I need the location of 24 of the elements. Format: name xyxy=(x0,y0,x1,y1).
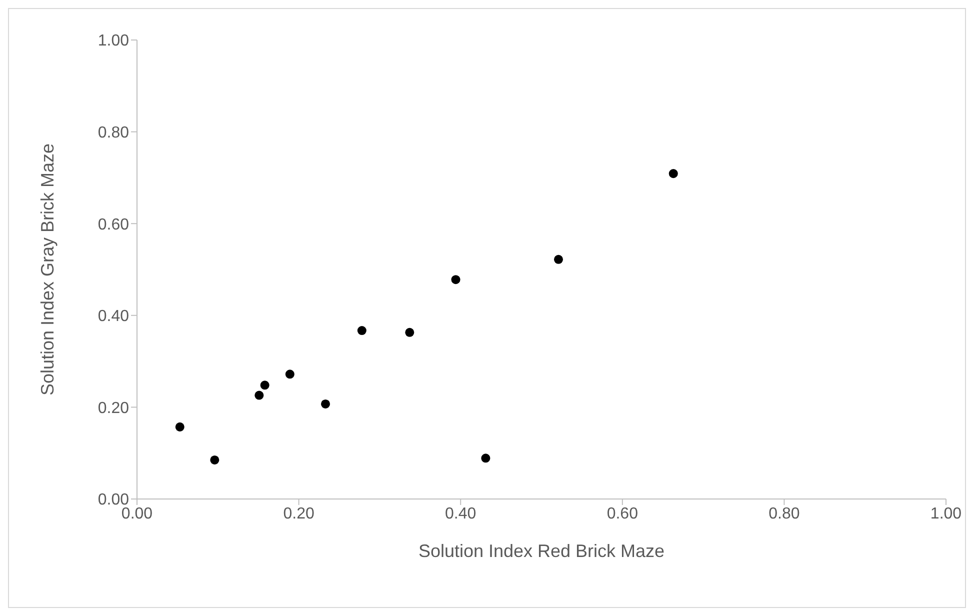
point xyxy=(285,370,294,379)
x-tick-label: 0.80 xyxy=(768,505,800,522)
y-axis-title: Solution Index Gray Brick Maze xyxy=(37,143,58,396)
point xyxy=(668,169,678,178)
point xyxy=(254,390,264,400)
y-tick-label: 0.40 xyxy=(98,308,130,326)
point xyxy=(260,380,270,390)
y-tick-label: 0.20 xyxy=(98,400,130,417)
point xyxy=(451,275,460,284)
x-tick-label: 0.60 xyxy=(606,505,638,522)
point xyxy=(481,454,490,463)
x-tick-label: 0.20 xyxy=(283,505,314,522)
y-tick-label: 0.80 xyxy=(98,124,130,142)
point xyxy=(210,455,220,464)
y-tick-label: 1.00 xyxy=(98,32,130,50)
point xyxy=(175,422,184,432)
point xyxy=(357,326,366,336)
x-tick-label: 1.00 xyxy=(930,505,962,522)
y-tick-label: 0.60 xyxy=(98,216,130,234)
point xyxy=(554,254,564,264)
point xyxy=(405,328,414,337)
x-axis-title: Solution Index Red Brick Maze xyxy=(418,541,665,561)
point xyxy=(320,399,330,408)
x-tick-label: 0.40 xyxy=(445,505,476,522)
